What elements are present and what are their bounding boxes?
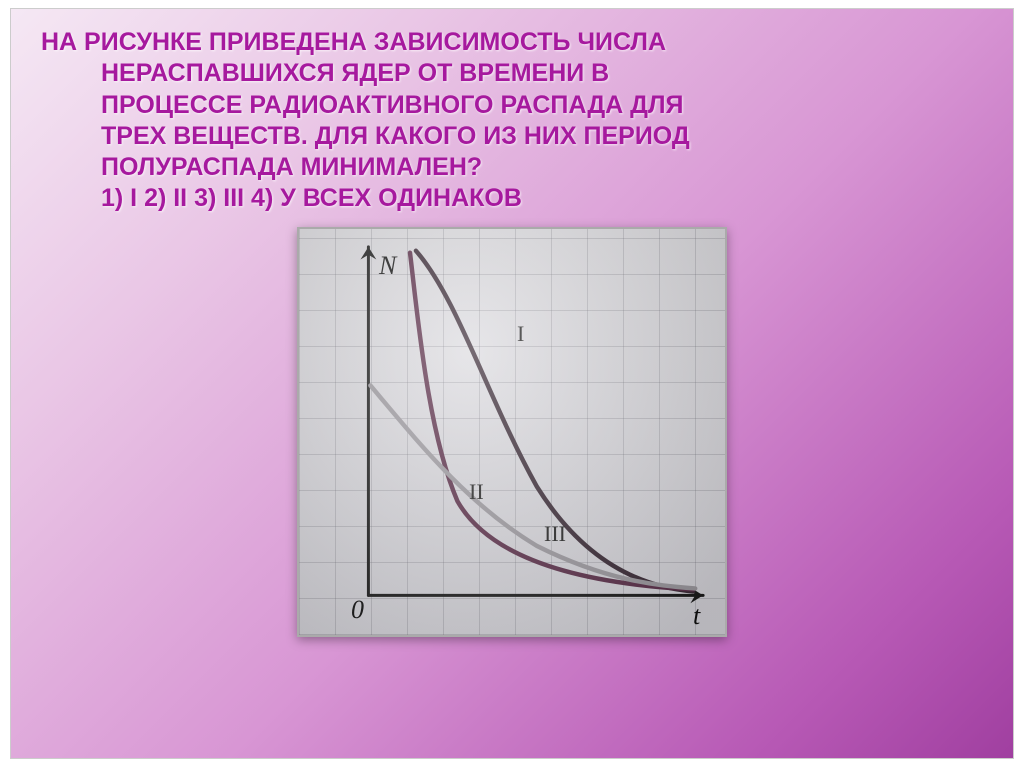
problem-heading: НА РИСУНКЕ ПРИВЕДЕНА ЗАВИСИМОСТЬ ЧИСЛА Н… — [41, 27, 941, 215]
heading-line-2: НЕРАСПАВШИХСЯ ЯДЕР ОТ ВРЕМЕНИ В — [41, 58, 941, 89]
heading-line-1: НА РИСУНКЕ ПРИВЕДЕНА ЗАВИСИМОСТЬ ЧИСЛА — [41, 28, 666, 56]
heading-line-3: ПРОЦЕССЕ РАДИОАКТИВНОГО РАСПАДА ДЛЯ — [41, 90, 941, 121]
slide-container: НА РИСУНКЕ ПРИВЕДЕНА ЗАВИСИМОСТЬ ЧИСЛА Н… — [0, 0, 1024, 767]
curves-layer — [299, 229, 725, 635]
heading-line-5: ПОЛУРАСПАДА МИНИМАЛЕН? — [41, 152, 941, 183]
heading-line-4: ТРЕХ ВЕЩЕСТВ. ДЛЯ КАКОГО ИЗ НИХ ПЕРИОД — [41, 121, 941, 152]
decay-chart: N t 0 I II III — [297, 227, 727, 637]
heading-line-6: 1) I 2) II 3) III 4) У ВСЕХ ОДИНАКОВ — [41, 183, 941, 214]
slide-surface: НА РИСУНКЕ ПРИВЕДЕНА ЗАВИСИМОСТЬ ЧИСЛА Н… — [10, 8, 1014, 759]
